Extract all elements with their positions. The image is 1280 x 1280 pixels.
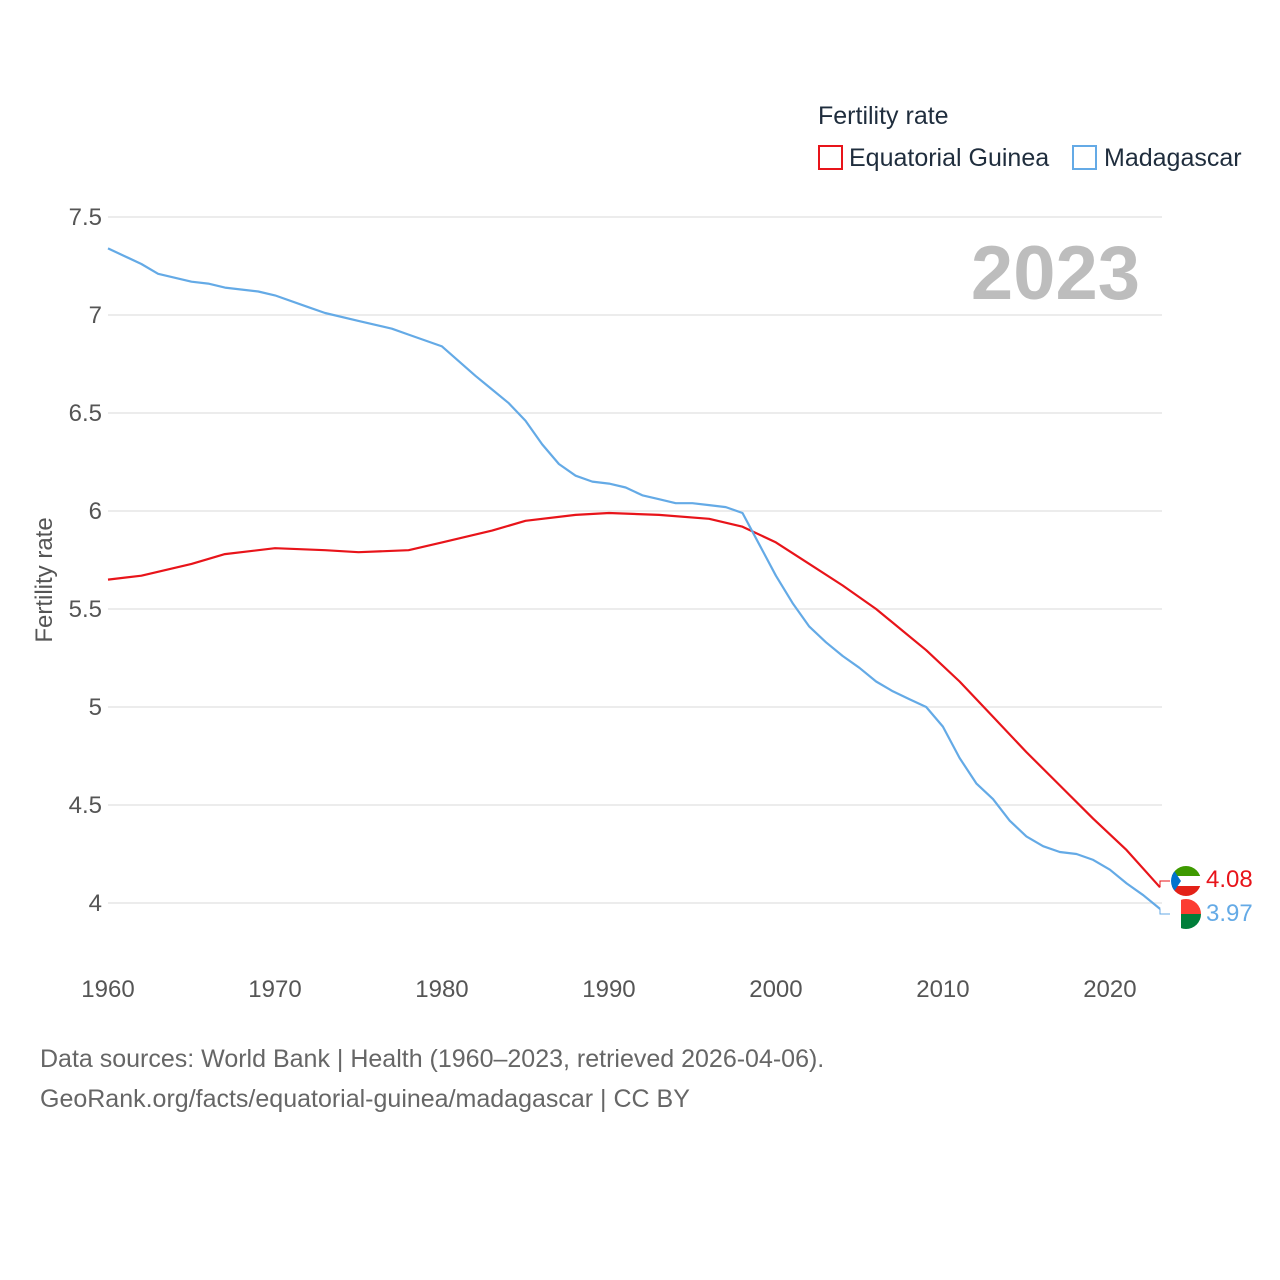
legend: Fertility rate Equatorial Guinea Madagas… [818,102,1242,172]
end-connector [1159,908,1170,915]
x-tick-label: 1990 [582,976,635,1003]
y-axis-ticks: 4 4.5 5 5.5 6 6.5 7 7.5 [69,204,102,917]
y-tick-label: 7 [89,302,102,329]
legend-swatch-madagascar[interactable] [1072,145,1097,170]
current-year-label: 2023 [971,231,1140,316]
y-tick-label: 5.5 [69,596,102,623]
y-tick-label: 6.5 [69,400,102,427]
x-axis-ticks: 1960 1970 1980 1990 2000 2010 2020 [81,976,1136,1003]
x-tick-label: 1960 [81,976,134,1003]
y-tick-label: 4 [89,890,102,917]
y-tick-label: 6 [89,498,102,525]
series-line-equatorial-guinea[interactable] [107,511,1161,889]
x-tick-label: 2010 [916,976,969,1003]
y-tick-label: 5 [89,694,102,721]
series-line-madagascar[interactable] [107,247,1161,910]
footer-attribution[interactable]: GeoRank.org/facts/equatorial-guinea/mada… [40,1085,690,1113]
x-tick-label: 2000 [749,976,802,1003]
end-value-madagascar: 3.97 [1206,900,1253,927]
legend-swatch-equatorial-guinea[interactable] [818,145,843,170]
footer-sources: Data sources: World Bank | Health (1960–… [40,1045,825,1073]
equatorial-guinea-flag-icon [1171,866,1201,896]
madagascar-flag-icon [1171,899,1201,929]
y-tick-label: 4.5 [69,792,102,819]
end-value-equatorial-guinea: 4.08 [1206,866,1253,893]
x-tick-label: 2020 [1083,976,1136,1003]
series-lines [107,247,1170,915]
legend-label-equatorial-guinea[interactable]: Equatorial Guinea [849,144,1049,172]
y-axis-label: Fertility rate [31,517,58,642]
legend-title: Fertility rate [818,102,949,130]
legend-label-madagascar[interactable]: Madagascar [1104,144,1242,172]
gridlines [108,216,1162,904]
end-connector [1159,880,1170,888]
y-tick-label: 7.5 [69,204,102,231]
x-tick-label: 1970 [248,976,301,1003]
x-tick-label: 1980 [415,976,468,1003]
